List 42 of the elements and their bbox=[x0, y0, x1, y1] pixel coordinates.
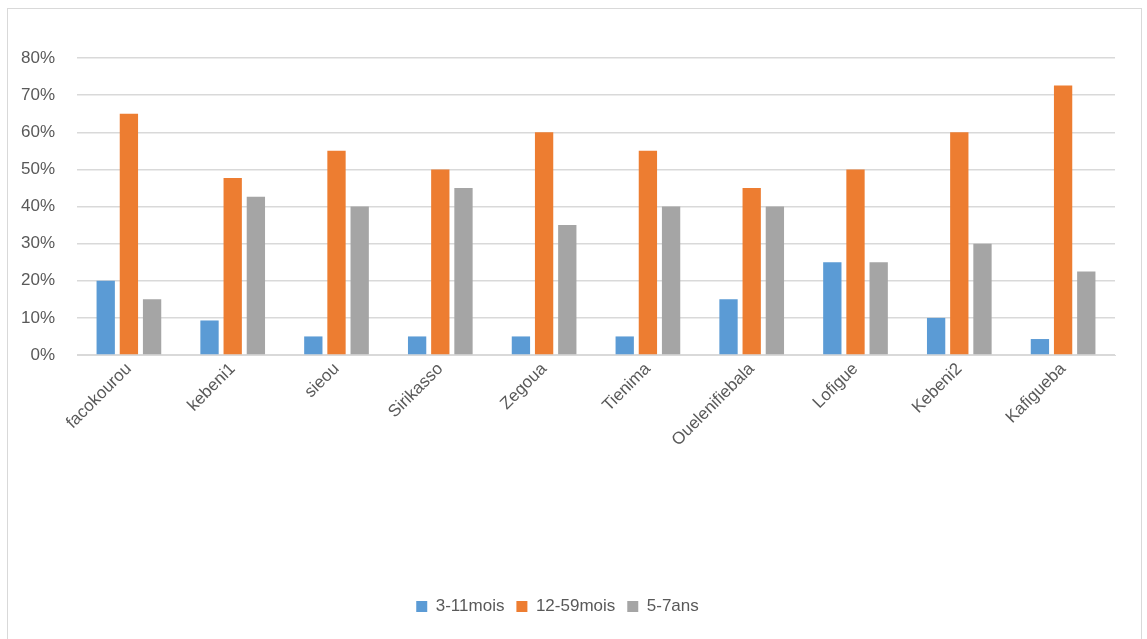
y-tick-label: 30% bbox=[20, 233, 55, 253]
bar bbox=[1053, 85, 1073, 355]
y-tick-label: 10% bbox=[20, 307, 55, 327]
bar bbox=[869, 262, 888, 355]
bar bbox=[407, 336, 427, 355]
bar bbox=[511, 336, 531, 355]
bar bbox=[534, 132, 554, 355]
bar bbox=[765, 206, 785, 355]
y-tick-label: 40% bbox=[20, 196, 55, 216]
bar bbox=[1077, 271, 1096, 355]
legend-label: 12-59mois bbox=[535, 596, 616, 616]
bar bbox=[454, 187, 473, 355]
bar bbox=[638, 150, 658, 355]
y-tick-label: 80% bbox=[20, 47, 55, 67]
bar bbox=[350, 206, 369, 355]
bar bbox=[950, 132, 969, 355]
bar bbox=[223, 177, 242, 355]
bar bbox=[926, 317, 946, 355]
bar bbox=[200, 320, 219, 355]
bar bbox=[719, 299, 738, 355]
bar bbox=[246, 196, 266, 355]
bar bbox=[142, 299, 162, 355]
y-tick-label: 20% bbox=[20, 270, 55, 290]
y-tick-label: 50% bbox=[20, 159, 55, 179]
bar bbox=[973, 243, 992, 355]
bar bbox=[823, 262, 842, 355]
bar bbox=[742, 187, 761, 355]
bar bbox=[304, 336, 323, 355]
bar bbox=[327, 150, 346, 355]
bar bbox=[661, 206, 681, 355]
bar bbox=[119, 113, 139, 355]
y-tick-label: 60% bbox=[20, 121, 55, 141]
bar bbox=[615, 336, 634, 355]
y-tick-label: 70% bbox=[20, 84, 55, 104]
legend-label: 5-7ans bbox=[646, 596, 699, 616]
bar bbox=[1030, 339, 1050, 355]
bar bbox=[846, 169, 865, 355]
bar bbox=[96, 280, 115, 355]
legend-label: 3-11mois bbox=[435, 596, 505, 616]
bar bbox=[558, 225, 577, 355]
y-tick-label: 0% bbox=[30, 344, 55, 364]
bar bbox=[431, 169, 450, 355]
